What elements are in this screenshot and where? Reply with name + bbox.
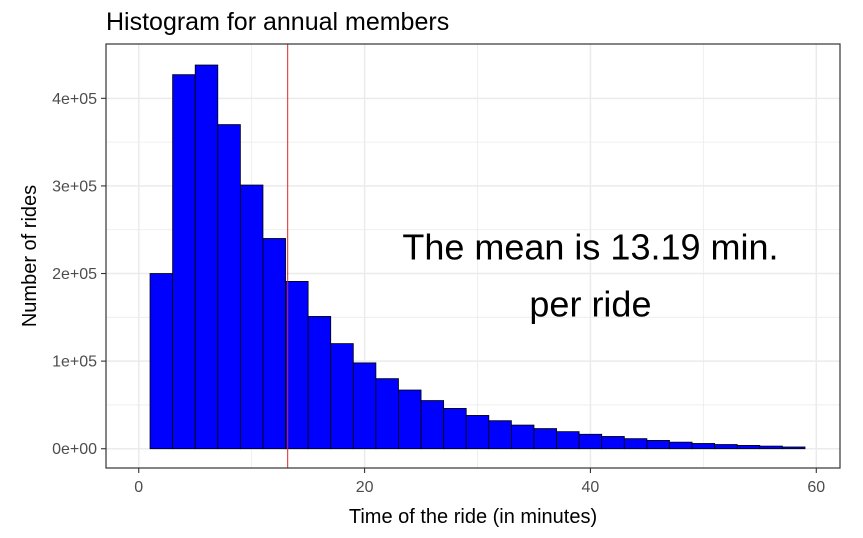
y-tick-label: 4e+05 — [52, 91, 97, 108]
histogram-bar — [330, 343, 354, 450]
panel-border — [105, 43, 841, 469]
y-tick-label: 3e+05 — [52, 178, 97, 195]
major-gridlines — [106, 44, 840, 468]
histogram-bar — [194, 64, 219, 450]
histogram-bar — [669, 441, 693, 450]
y-axis-title: Number of rides — [19, 185, 41, 327]
histogram-bar — [285, 281, 309, 450]
histogram-bar — [262, 238, 286, 450]
histogram-bar — [217, 124, 241, 450]
x-axis-title: Time of the ride (in minutes) — [349, 506, 597, 528]
x-tick-label: 0 — [134, 479, 143, 496]
histogram-bar — [239, 184, 264, 450]
histogram-bar — [646, 440, 670, 450]
histogram-bar — [691, 443, 716, 450]
mean-annotation: The mean is 13.19 min. per ride — [402, 227, 778, 325]
x-axis: 0 20 40 60 — [134, 468, 825, 496]
histogram-bar — [375, 378, 399, 450]
y-tick-label: 0e+00 — [52, 441, 97, 458]
histogram-bar — [172, 74, 196, 450]
histogram-bar — [307, 316, 332, 450]
histogram-bar — [465, 415, 490, 450]
chart-title: Histogram for annual members — [106, 8, 450, 36]
histogram-bar — [488, 420, 512, 450]
annotation-line-1: The mean is 13.19 min. — [402, 227, 778, 268]
histogram-bar — [759, 445, 783, 450]
histogram-bar — [623, 438, 648, 450]
annotation-line-2: per ride — [529, 284, 651, 325]
histogram-bar — [714, 444, 738, 450]
y-tick-label: 1e+05 — [52, 354, 97, 371]
histogram-bar — [556, 431, 580, 450]
histogram-bar — [398, 389, 422, 450]
histogram-bar — [443, 408, 467, 450]
x-tick-label: 40 — [582, 479, 600, 496]
histogram-bar — [149, 273, 174, 450]
histogram-bar — [782, 446, 806, 450]
histogram-bar — [352, 362, 377, 450]
histogram-bar — [510, 424, 535, 450]
y-tick-label: 2e+05 — [52, 266, 97, 283]
histogram-bar — [420, 400, 445, 450]
histogram-bar — [533, 428, 557, 450]
x-tick-label: 60 — [807, 479, 825, 496]
histogram-bar — [601, 436, 625, 450]
x-tick-label: 20 — [356, 479, 374, 496]
histogram-bars — [149, 64, 806, 450]
histogram-bar — [736, 444, 761, 450]
histogram-bar — [578, 433, 603, 450]
y-axis: 0e+00 1e+05 2e+05 3e+05 4e+05 — [52, 91, 106, 458]
